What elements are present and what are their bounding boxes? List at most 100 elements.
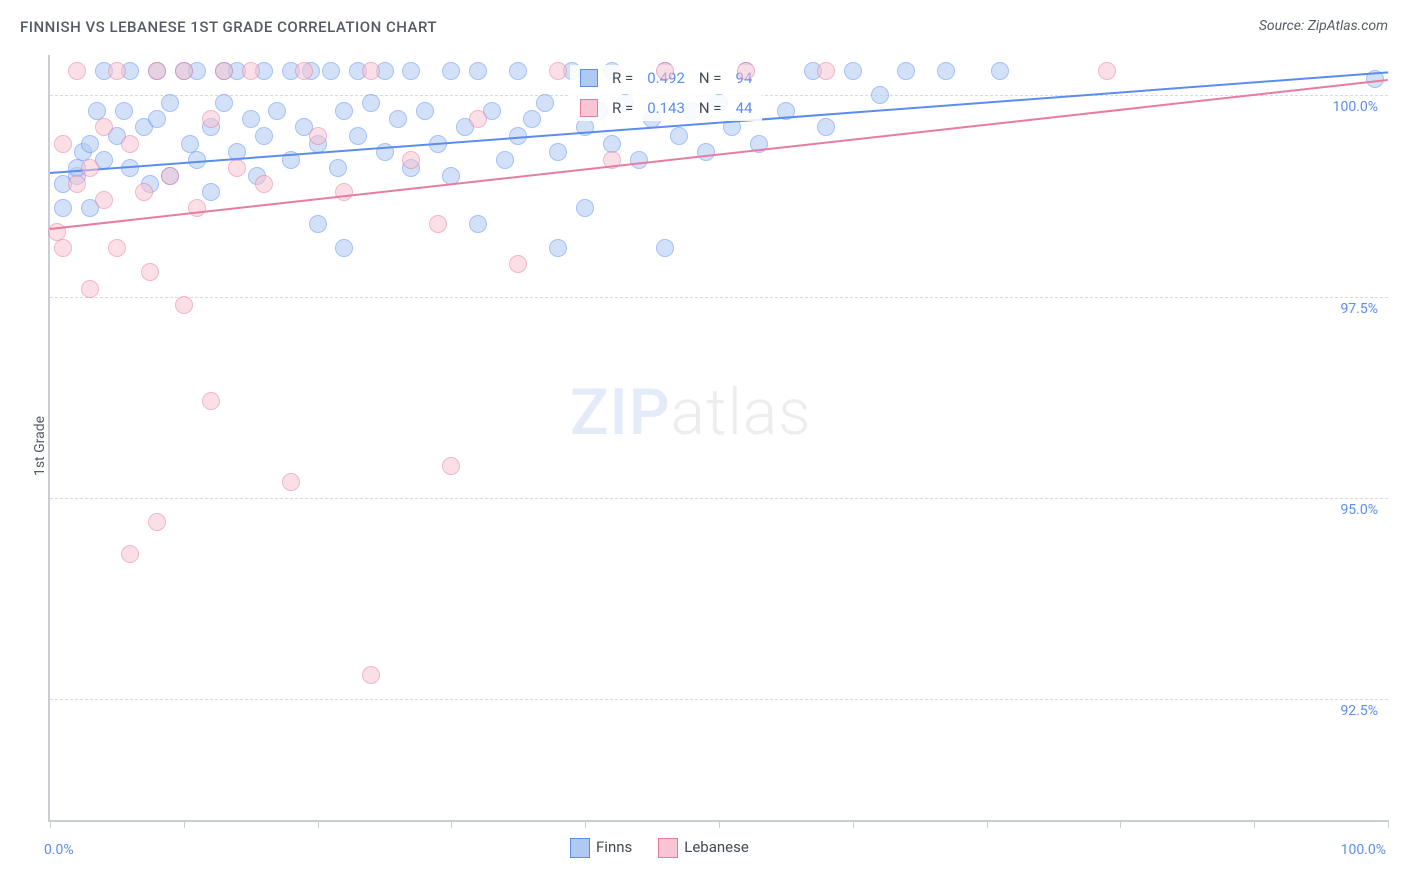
gridline	[50, 699, 1388, 700]
y-tick-label: 95.0%	[1340, 502, 1378, 518]
stats-swatch	[580, 69, 598, 87]
scatter-point	[215, 62, 233, 80]
scatter-point	[737, 62, 755, 80]
scatter-point	[442, 457, 460, 475]
stats-n-label: N =	[699, 99, 722, 117]
scatter-point	[81, 159, 99, 177]
scatter-point	[496, 151, 514, 169]
scatter-point	[549, 239, 567, 257]
scatter-point	[991, 62, 1009, 80]
x-tick	[853, 820, 854, 828]
x-tick	[184, 820, 185, 828]
scatter-point	[402, 151, 420, 169]
scatter-point	[282, 473, 300, 491]
scatter-point	[897, 62, 915, 80]
scatter-point	[108, 239, 126, 257]
stats-box: R =0.143N =44	[570, 95, 762, 121]
stats-swatch	[580, 99, 598, 117]
scatter-point	[656, 62, 674, 80]
scatter-point	[54, 135, 72, 153]
legend-label: Lebanese	[684, 838, 749, 856]
scatter-point	[630, 151, 648, 169]
scatter-point	[509, 255, 527, 273]
x-axis-max-label: 100.0%	[1341, 842, 1386, 858]
scatter-point	[1098, 62, 1116, 80]
scatter-point	[242, 62, 260, 80]
scatter-point	[148, 110, 166, 128]
x-tick	[987, 820, 988, 828]
scatter-point	[309, 127, 327, 145]
scatter-point	[148, 62, 166, 80]
scatter-point	[295, 62, 313, 80]
x-tick	[1254, 820, 1255, 828]
scatter-point	[937, 62, 955, 80]
scatter-point	[549, 143, 567, 161]
scatter-point	[416, 102, 434, 120]
x-tick	[585, 820, 586, 828]
scatter-point	[81, 135, 99, 153]
scatter-point	[817, 62, 835, 80]
scatter-point	[202, 392, 220, 410]
scatter-point	[95, 118, 113, 136]
scatter-point	[402, 62, 420, 80]
scatter-point	[469, 62, 487, 80]
scatter-point	[121, 135, 139, 153]
stats-n-value: 44	[736, 99, 753, 117]
scatter-point	[335, 102, 353, 120]
scatter-point	[255, 127, 273, 145]
watermark-thin: atlas	[671, 375, 812, 450]
legend-item: Finns	[570, 838, 632, 858]
scatter-point	[536, 94, 554, 112]
gridline	[50, 297, 1388, 298]
scatter-point	[335, 183, 353, 201]
scatter-point	[95, 191, 113, 209]
scatter-point	[202, 110, 220, 128]
scatter-point	[309, 215, 327, 233]
legend-label: Finns	[596, 838, 632, 856]
scatter-point	[215, 94, 233, 112]
x-tick	[50, 820, 51, 828]
scatter-point	[54, 239, 72, 257]
x-tick	[451, 820, 452, 828]
scatter-point	[268, 102, 286, 120]
scatter-point	[817, 118, 835, 136]
scatter-point	[255, 175, 273, 193]
scatter-point	[115, 102, 133, 120]
scatter-point	[523, 110, 541, 128]
scatter-point	[68, 175, 86, 193]
x-tick	[1120, 820, 1121, 828]
scatter-point	[202, 183, 220, 201]
x-tick	[719, 820, 720, 828]
x-tick	[1388, 820, 1389, 828]
plot-area: ZIPatlas 100.0%97.5%95.0%92.5%R =0.492N …	[48, 55, 1388, 822]
scatter-point	[362, 94, 380, 112]
scatter-point	[362, 62, 380, 80]
scatter-point	[175, 296, 193, 314]
scatter-point	[576, 199, 594, 217]
y-tick-label: 100.0%	[1333, 99, 1378, 115]
legend-swatch	[570, 838, 590, 858]
scatter-point	[148, 513, 166, 531]
gridline	[50, 498, 1388, 499]
x-axis-min-label: 0.0%	[44, 842, 74, 858]
scatter-point	[670, 127, 688, 145]
scatter-point	[135, 183, 153, 201]
scatter-point	[429, 215, 447, 233]
stats-r-value: 0.143	[647, 99, 685, 117]
y-tick-label: 92.5%	[1340, 703, 1378, 719]
scatter-point	[469, 110, 487, 128]
y-axis-label: 1st Grade	[32, 416, 48, 476]
scatter-point	[175, 62, 193, 80]
scatter-point	[656, 239, 674, 257]
scatter-point	[161, 167, 179, 185]
scatter-point	[469, 215, 487, 233]
scatter-point	[161, 94, 179, 112]
scatter-point	[389, 110, 407, 128]
legend-item: Lebanese	[658, 838, 749, 858]
scatter-point	[121, 545, 139, 563]
scatter-point	[697, 143, 715, 161]
y-tick-label: 97.5%	[1340, 301, 1378, 317]
scatter-point	[81, 280, 99, 298]
scatter-point	[68, 62, 86, 80]
scatter-point	[108, 62, 126, 80]
